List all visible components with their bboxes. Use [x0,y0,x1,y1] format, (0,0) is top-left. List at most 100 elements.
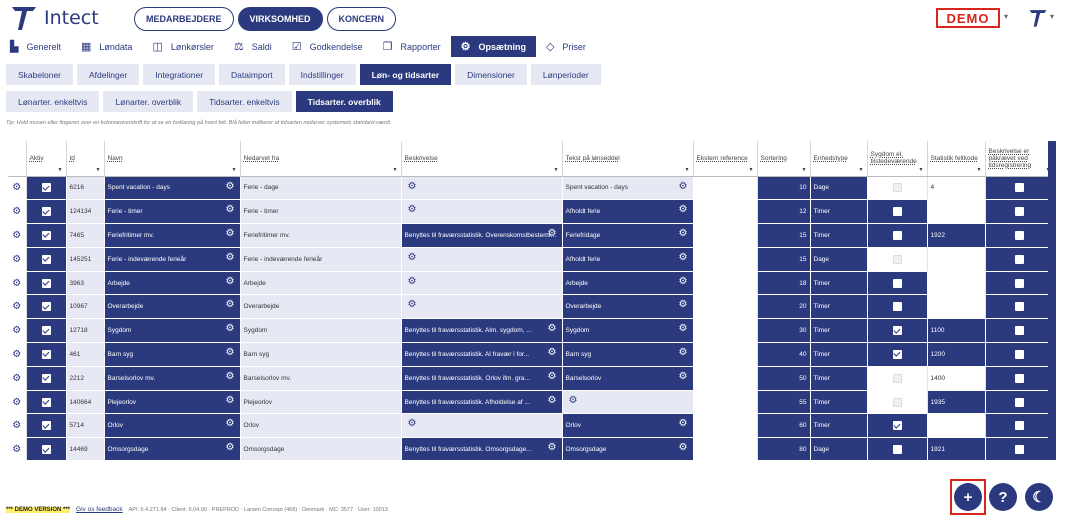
aktiv-checkbox[interactable] [41,183,51,193]
beskrivelse-cell[interactable]: ⚙ [401,199,563,225]
paakraevet-checkbox[interactable] [1015,397,1024,407]
header-sortering[interactable]: Sortering ▼ [757,141,811,177]
tekst-cell[interactable]: Sygdom ⚙ [562,318,694,344]
navn-cell[interactable]: Barselsorlov mv. ⚙ [104,366,241,391]
filter-icon[interactable]: ▼ [976,166,982,173]
gear-icon[interactable]: ⚙ [407,180,417,192]
sygdom-checkbox[interactable] [892,207,902,217]
paakraevet-checkbox[interactable] [1015,373,1024,383]
paakraevet-checkbox[interactable] [1015,349,1024,359]
pill-koncern[interactable]: KONCERN [326,7,397,31]
tab-opsaetning[interactable]: ⚙ Opsætning [450,36,536,57]
tekst-cell[interactable]: Overarbejde ⚙ [562,294,694,320]
tab-loenkoersler[interactable]: ◫ Lønkørsler [142,36,223,57]
subtab-tidsarter-enkeltvis[interactable]: Tidsarter. enkeltvis [197,91,292,112]
statistik-feltkode-cell[interactable]: 1935 [927,390,986,415]
sygdom-cell[interactable] [867,223,928,248]
gear-icon[interactable]: ⚙ [12,348,22,360]
filter-icon[interactable]: ▼ [95,166,101,173]
statistik-feltkode-cell[interactable]: 1922 [927,223,986,248]
sortering-cell[interactable]: 80 [757,437,811,460]
aktiv-checkbox[interactable] [41,397,51,407]
enhedstype-cell[interactable]: Timer [810,342,868,367]
navn-cell[interactable]: Spent vacation - days ⚙ [104,176,241,201]
gear-icon[interactable]: ⚙ [678,418,688,430]
aktiv-cell[interactable] [26,342,67,367]
gear-icon[interactable]: ⚙ [678,299,688,311]
statistik-feltkode-cell[interactable] [927,413,986,439]
filter-icon[interactable]: ▼ [858,166,864,173]
paakraevet-cell[interactable] [985,176,1055,201]
row-actions-cell[interactable]: ⚙ [8,176,27,201]
subtab-integrationer[interactable]: Integrationer [143,64,216,85]
sygdom-cell[interactable] [867,199,928,225]
ekstern-reference-cell[interactable] [693,413,758,439]
aktiv-checkbox[interactable] [41,230,51,240]
enhedstype-cell[interactable]: Timer [810,390,868,415]
aktiv-checkbox[interactable] [41,302,51,312]
gear-icon[interactable]: ⚙ [678,204,688,216]
gear-icon[interactable]: ⚙ [678,347,688,359]
aktiv-cell[interactable] [26,176,67,201]
sygdom-checkbox[interactable] [892,349,902,359]
ekstern-reference-cell[interactable] [693,176,758,201]
paakraevet-checkbox[interactable] [1015,445,1024,455]
navn-cell[interactable]: Arbejde ⚙ [104,271,241,296]
row-actions-cell[interactable]: ⚙ [8,294,27,320]
gear-icon[interactable]: ⚙ [678,323,688,335]
gear-icon[interactable]: ⚙ [12,396,22,408]
ekstern-reference-cell[interactable] [693,318,758,344]
beskrivelse-cell[interactable]: Benyttes til fraværsstatistik. Alm. sygd… [401,318,563,344]
subtab-skabeloner[interactable]: Skabeloner [6,64,74,85]
sygdom-checkbox[interactable] [892,302,902,312]
paakraevet-checkbox[interactable] [1015,421,1024,431]
gear-icon[interactable]: ⚙ [678,275,688,287]
gear-icon[interactable]: ⚙ [407,418,417,430]
beskrivelse-cell[interactable]: Benyttes til fraværsstatistik. Omsorgsda… [401,437,563,460]
beskrivelse-cell[interactable]: ⚙ [401,176,563,201]
aktiv-cell[interactable] [26,437,67,460]
paakraevet-cell[interactable] [985,437,1055,460]
header-nedarvet-fra[interactable]: Nedarvet fra ▼ [240,141,402,177]
filter-icon[interactable]: ▼ [392,166,398,173]
sortering-cell[interactable]: 18 [757,271,811,296]
gear-icon[interactable]: ⚙ [407,251,417,263]
gear-icon[interactable]: ⚙ [12,229,22,241]
chevron-down-icon[interactable]: ▾ [1004,12,1009,21]
statistik-feltkode-cell[interactable]: 4 [927,176,986,201]
statistik-feltkode-cell[interactable]: 1100 [927,318,986,344]
sortering-cell[interactable]: 20 [757,294,811,320]
tekst-cell[interactable]: Omsorgsdage ⚙ [562,437,694,460]
gear-icon[interactable]: ⚙ [547,394,557,406]
statistik-feltkode-cell[interactable]: 1921 [927,437,986,460]
subtab-dataimport[interactable]: Dataimport [219,64,285,85]
gear-icon[interactable]: ⚙ [547,370,557,382]
enhedstype-cell[interactable]: Timer [810,413,868,439]
row-actions-cell[interactable]: ⚙ [8,413,27,439]
gear-icon[interactable]: ⚙ [12,301,22,313]
paakraevet-checkbox[interactable] [1015,326,1024,336]
gear-icon[interactable]: ⚙ [225,275,235,287]
navn-cell[interactable]: Feriefritimer mv. ⚙ [104,223,241,248]
beskrivelse-cell[interactable]: Benyttes til fraværsstatistik. Al fravær… [401,342,563,367]
statistik-feltkode-cell[interactable] [927,294,986,320]
gear-icon[interactable]: ⚙ [225,180,235,192]
aktiv-cell[interactable] [26,223,67,248]
subtab-dimensioner[interactable]: Dimensioner [455,64,527,85]
tekst-cell[interactable]: Barselsorlov ⚙ [562,366,694,391]
filter-icon[interactable]: ▼ [918,166,924,173]
aktiv-checkbox[interactable] [41,207,51,217]
sygdom-cell[interactable] [867,413,928,439]
gear-icon[interactable]: ⚙ [225,299,235,311]
enhedstype-cell[interactable]: Timer [810,199,868,225]
gear-icon[interactable]: ⚙ [12,253,22,265]
row-actions-cell[interactable]: ⚙ [8,223,27,248]
gear-icon[interactable]: ⚙ [547,323,557,335]
row-actions-cell[interactable]: ⚙ [8,437,27,460]
subtab-loenarter-overblik[interactable]: Lønarter. overblik [103,91,194,112]
row-actions-cell[interactable]: ⚙ [8,342,27,367]
filter-icon[interactable]: ▼ [57,166,63,173]
header-navn[interactable]: Navn ▼ [104,141,241,177]
paakraevet-checkbox[interactable] [1015,183,1024,193]
row-actions-cell[interactable]: ⚙ [8,199,27,225]
